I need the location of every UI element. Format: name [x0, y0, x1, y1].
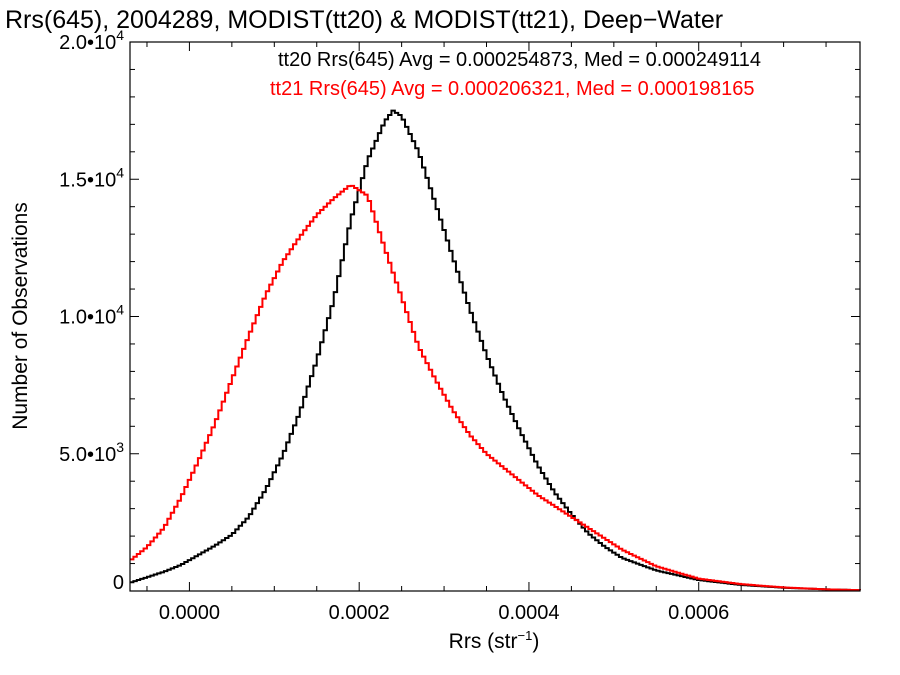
chart-title: Rrs(645), 2004289, MODIST(tt20) & MODIST… [5, 6, 723, 34]
y-tick-label: 1.5•104 [59, 164, 124, 191]
y-tick-label: 0 [113, 572, 124, 594]
y-tick-label: 1.0•104 [59, 302, 124, 329]
y-axis-label: Number of Observations [9, 202, 32, 430]
x-axis-label: Rrs (str−1) [449, 628, 540, 653]
stats-annotation-tt21: tt21 Rrs(645) Avg = 0.000206321, Med = 0… [270, 78, 754, 100]
x-tick-label: 0.0006 [668, 602, 729, 624]
stats-annotation-tt20: tt20 Rrs(645) Avg = 0.000254873, Med = 0… [278, 49, 761, 71]
y-tick-label: 5.0•103 [59, 439, 124, 466]
x-tick-label: 0.0004 [498, 602, 559, 624]
series-line-1 [130, 184, 861, 592]
series-line-0 [130, 109, 861, 592]
x-tick-label: 0.0002 [329, 602, 390, 624]
x-tick-label: 0.0000 [159, 602, 220, 624]
y-tick-label: 2.0•104 [59, 27, 124, 54]
plot-area-frame [129, 41, 861, 592]
